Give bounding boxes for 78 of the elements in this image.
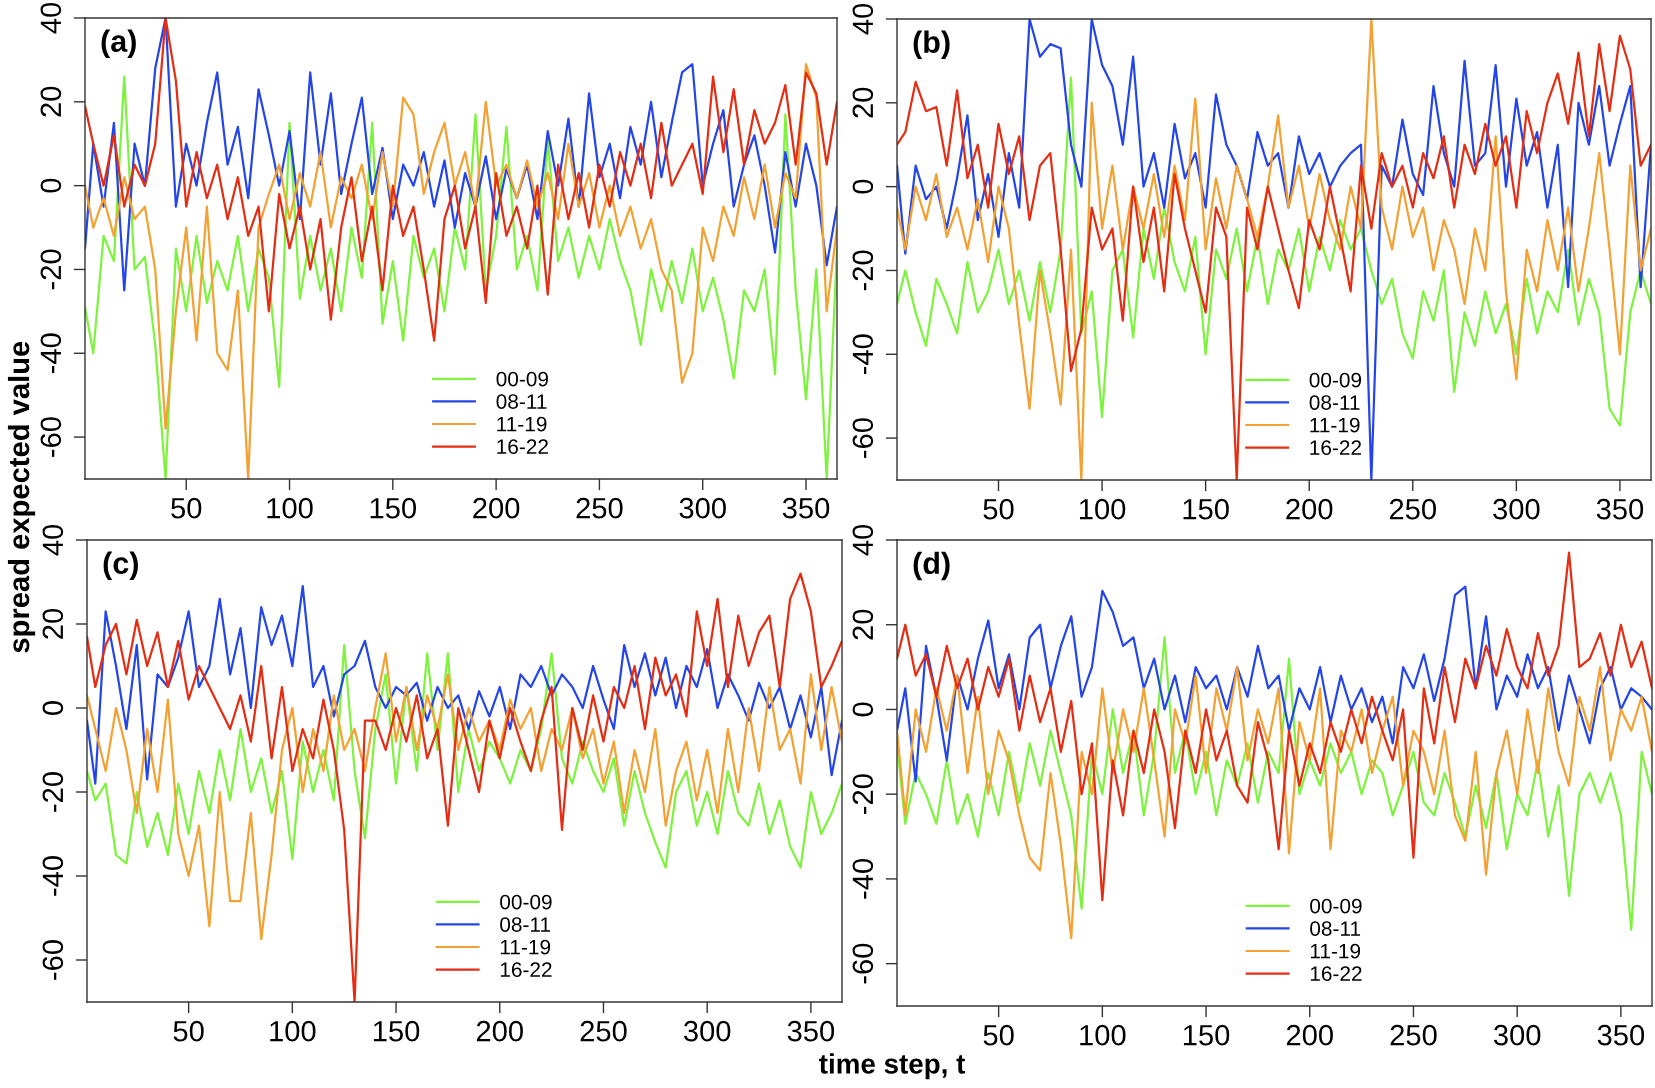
legend-label: 16-22 bbox=[497, 439, 548, 455]
legend-label: 08-11 bbox=[1309, 395, 1360, 410]
legend-label: 11-19 bbox=[1310, 417, 1360, 433]
x-tick-label: 250 bbox=[1390, 1024, 1437, 1046]
line-series bbox=[87, 643, 842, 869]
legend-label: 00-09 bbox=[1310, 898, 1362, 914]
x-tick-label: 150 bbox=[1183, 1024, 1230, 1046]
y-tick-label: 40 bbox=[852, 3, 874, 35]
y-tick-label: -60 bbox=[852, 418, 874, 458]
x-tick-label: 250 bbox=[580, 1020, 627, 1042]
y-tick-label: 0 bbox=[42, 701, 64, 715]
x-tick-label: 150 bbox=[1183, 498, 1229, 520]
x-tick-label: 50 bbox=[983, 498, 1014, 520]
y-tick-label: -20 bbox=[852, 250, 874, 291]
legend-label: 16-22 bbox=[1310, 966, 1362, 982]
x-tick-label: 150 bbox=[370, 497, 417, 519]
line-series bbox=[87, 585, 842, 785]
y-tick-label: -60 bbox=[40, 417, 62, 457]
line-series bbox=[897, 585, 1652, 783]
chart-title: (d) bbox=[913, 551, 950, 581]
x-tick-label: 200 bbox=[1286, 498, 1333, 520]
chart-title: (a) bbox=[101, 29, 136, 59]
x-axis-title: time step, t bbox=[819, 1053, 966, 1080]
y-tick-label: -20 bbox=[852, 774, 874, 814]
legend-label: 16-22 bbox=[1310, 440, 1362, 456]
x-tick-label: 200 bbox=[473, 497, 520, 519]
y-tick-label: -20 bbox=[40, 249, 62, 290]
x-tick-label: 100 bbox=[1079, 498, 1126, 520]
legend-label: 00-09 bbox=[1309, 372, 1362, 388]
chart-title: (c) bbox=[103, 551, 138, 581]
x-tick-label: 150 bbox=[373, 1020, 420, 1042]
x-tick-label: 350 bbox=[782, 497, 830, 519]
y-tick-label: 0 bbox=[40, 178, 62, 193]
y-tick-label: 20 bbox=[42, 608, 64, 639]
x-tick-label: 200 bbox=[1286, 1024, 1333, 1046]
y-tick-label: 20 bbox=[40, 86, 62, 117]
y-tick-label: 40 bbox=[42, 524, 64, 556]
x-tick-label: 100 bbox=[1080, 1024, 1126, 1046]
x-tick-label: 250 bbox=[1389, 498, 1436, 520]
legend-label: 16-22 bbox=[500, 962, 552, 978]
x-tick-label: 300 bbox=[683, 1020, 731, 1042]
legend-label: 00-09 bbox=[500, 894, 552, 910]
y-tick-label: -40 bbox=[40, 333, 62, 374]
y-tick-label: 20 bbox=[852, 87, 874, 118]
chart-title: (b) bbox=[913, 30, 950, 60]
y-tick-label: 0 bbox=[852, 702, 874, 717]
x-tick-label: 300 bbox=[1493, 498, 1540, 520]
x-tick-label: 300 bbox=[679, 497, 726, 519]
y-tick-label: 40 bbox=[852, 524, 874, 556]
legend-label: 08-11 bbox=[1310, 921, 1361, 936]
x-tick-label: 350 bbox=[787, 1020, 835, 1042]
legend-label: 00-09 bbox=[496, 371, 548, 387]
y-tick-label: 20 bbox=[852, 609, 874, 640]
y-tick-label: -40 bbox=[852, 858, 874, 899]
x-tick-label: 200 bbox=[476, 1020, 523, 1042]
x-tick-label: 350 bbox=[1596, 498, 1644, 520]
legend-label: 08-11 bbox=[500, 917, 551, 932]
x-tick-label: 250 bbox=[576, 497, 623, 519]
x-tick-label: 350 bbox=[1597, 1024, 1645, 1046]
x-tick-label: 100 bbox=[270, 1020, 316, 1042]
y-tick-label: 40 bbox=[40, 2, 62, 34]
legend-label: 11-19 bbox=[500, 939, 551, 955]
legend-label: 11-19 bbox=[497, 416, 547, 432]
y-tick-label: -60 bbox=[42, 940, 64, 980]
y-tick-label: -60 bbox=[852, 943, 874, 984]
y-tick-label: 0 bbox=[852, 179, 874, 194]
x-tick-label: 100 bbox=[267, 497, 313, 519]
y-tick-label: -40 bbox=[852, 334, 874, 375]
y-axis-title: spread expected value bbox=[7, 341, 36, 653]
y-tick-label: -40 bbox=[42, 856, 64, 896]
y-tick-label: -20 bbox=[42, 772, 64, 812]
line-series bbox=[87, 652, 842, 941]
x-tick-label: 50 bbox=[983, 1024, 1014, 1046]
x-tick-label: 300 bbox=[1493, 1024, 1541, 1046]
legend-label: 11-19 bbox=[1310, 943, 1361, 959]
x-tick-label: 50 bbox=[171, 497, 202, 519]
x-tick-label: 50 bbox=[173, 1020, 204, 1042]
legend-label: 08-11 bbox=[496, 394, 547, 409]
